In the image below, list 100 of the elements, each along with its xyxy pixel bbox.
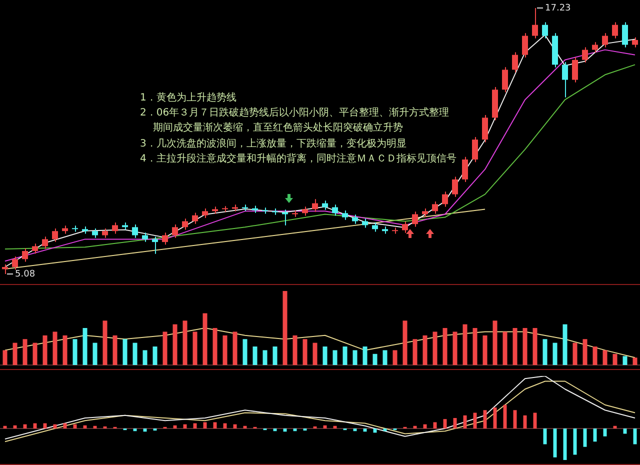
bar [182, 320, 188, 365]
bar [452, 332, 458, 365]
bar [282, 291, 288, 365]
bar [273, 428, 277, 432]
bar [122, 339, 128, 365]
bar [283, 428, 287, 432]
annotation: 17.23 [545, 3, 571, 14]
bar [482, 335, 488, 365]
bar [462, 324, 468, 365]
bar [272, 346, 278, 365]
annotation: 1．黄色为上升趋势线 [140, 92, 236, 104]
bar [73, 424, 77, 428]
candlestick [232, 204, 238, 212]
bar [383, 428, 387, 432]
bar [473, 412, 477, 428]
bar [503, 404, 507, 428]
bar [262, 350, 268, 365]
bar [433, 422, 437, 428]
bar [493, 408, 497, 428]
bar [63, 423, 67, 428]
candlestick [342, 210, 348, 220]
bar [412, 339, 418, 365]
bar [132, 342, 138, 365]
bar [572, 342, 578, 365]
bar [593, 428, 597, 442]
bar [233, 424, 237, 428]
bar [212, 328, 218, 365]
bar [3, 426, 7, 428]
bar [173, 425, 177, 428]
bar [522, 328, 528, 365]
bar [352, 350, 358, 365]
bar [333, 426, 337, 428]
bar [292, 335, 298, 365]
bar [302, 339, 308, 365]
bar [92, 342, 98, 365]
annotation: 2．06年３月７日跌破趋势线后以小阳小阴、平台整理、渐升方式整理 [140, 106, 450, 119]
bar [532, 328, 538, 365]
bar [152, 346, 158, 365]
candlestick [272, 208, 278, 216]
bar [162, 332, 168, 365]
bar [602, 350, 608, 365]
bar [22, 339, 28, 365]
bar [32, 342, 38, 365]
bar [342, 346, 348, 365]
bar [322, 346, 328, 365]
bar [392, 350, 398, 365]
bar [203, 422, 207, 428]
bar [622, 356, 628, 365]
bar [533, 412, 537, 428]
bar [422, 335, 428, 365]
bar [492, 320, 498, 365]
bar [613, 426, 617, 428]
bar [472, 328, 478, 365]
bar [293, 428, 297, 432]
bar [242, 339, 248, 365]
bar [483, 410, 487, 428]
bar [53, 424, 57, 428]
annotation: 3．几次洗盘的波浪间，上涨放量，下跌缩量，变化极为明显 [140, 138, 406, 150]
bar [423, 424, 427, 428]
bar [583, 428, 587, 447]
bar [243, 426, 247, 428]
bar [353, 428, 357, 432]
bar [542, 339, 548, 365]
bar [502, 332, 508, 365]
bar [363, 428, 367, 432]
bar [252, 346, 258, 365]
bar [42, 335, 48, 365]
bar [83, 425, 87, 428]
bar [603, 428, 607, 436]
bar [463, 415, 467, 428]
bar [222, 335, 228, 365]
bar [192, 332, 198, 365]
bar [93, 426, 97, 428]
bar [432, 332, 438, 365]
bar [612, 354, 618, 365]
bar [183, 424, 187, 428]
bar [82, 328, 88, 365]
bar [632, 358, 638, 365]
bar [142, 350, 148, 365]
bar [402, 320, 408, 365]
bar [143, 428, 147, 432]
bar [543, 428, 547, 444]
bar [382, 350, 388, 365]
bar [513, 410, 517, 428]
bar [62, 335, 68, 365]
bar [112, 335, 118, 365]
bar [312, 342, 318, 365]
bar [362, 346, 368, 365]
bar [443, 419, 447, 428]
bar [633, 428, 637, 444]
bar [23, 424, 27, 428]
bar [12, 342, 18, 365]
bar [52, 332, 58, 365]
bar [133, 428, 137, 432]
bar [13, 425, 17, 428]
annotation: 4．主拉升段注意成交量和升幅的背离，同时注意ＭＡＣＤ指标见顶信号 [140, 152, 456, 165]
candlestick [242, 204, 248, 212]
bar [2, 350, 8, 365]
bar [33, 423, 37, 428]
bar [102, 320, 108, 365]
